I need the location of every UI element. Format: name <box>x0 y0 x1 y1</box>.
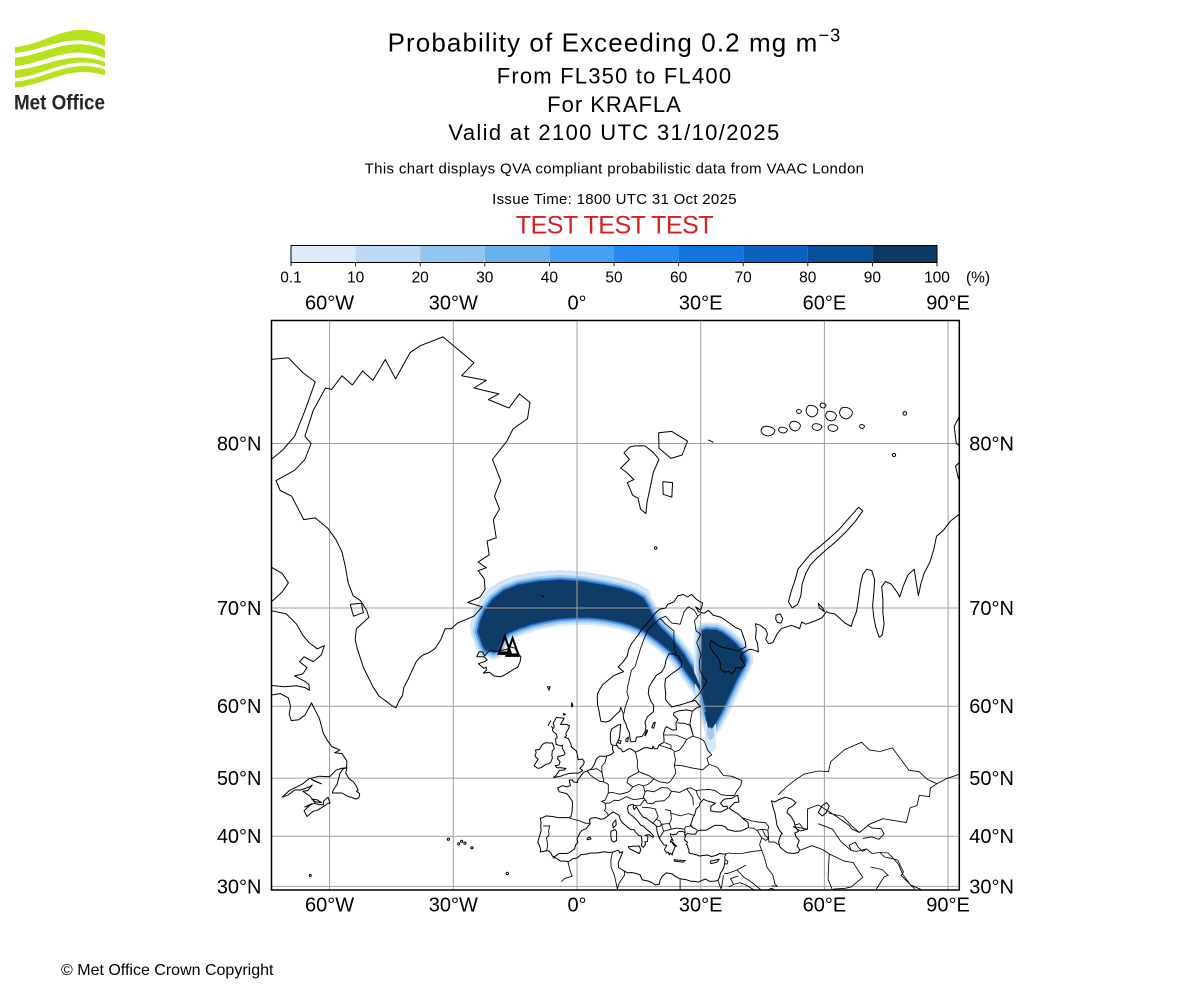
svg-text:Met Office: Met Office <box>14 91 105 115</box>
svg-text:60: 60 <box>670 270 688 287</box>
svg-text:70°N: 70°N <box>217 598 262 620</box>
svg-text:30: 30 <box>476 270 494 287</box>
svg-text:This chart displays QVA compli: This chart displays QVA compliant probab… <box>365 160 865 177</box>
svg-text:30°N: 30°N <box>969 876 1014 898</box>
svg-text:60°E: 60°E <box>803 293 847 315</box>
svg-text:30°E: 30°E <box>679 293 723 315</box>
svg-text:(%): (%) <box>966 270 990 287</box>
svg-text:30°W: 30°W <box>429 293 478 315</box>
svg-text:50°N: 50°N <box>217 768 262 790</box>
svg-text:60°N: 60°N <box>217 696 262 718</box>
svg-text:80°N: 80°N <box>217 434 262 456</box>
svg-text:From FL350 to FL400: From FL350 to FL400 <box>497 63 733 88</box>
svg-text:0.1: 0.1 <box>280 270 302 287</box>
svg-text:90°E: 90°E <box>926 895 970 917</box>
svg-text:30°N: 30°N <box>217 876 262 898</box>
svg-text:© Met Office Crown Copyright: © Met Office Crown Copyright <box>61 962 274 979</box>
svg-text:80: 80 <box>799 270 817 287</box>
svg-text:60°N: 60°N <box>969 696 1014 718</box>
svg-text:0°: 0° <box>567 293 586 315</box>
svg-text:0°: 0° <box>567 895 586 917</box>
svg-text:90: 90 <box>864 270 882 287</box>
svg-text:90°E: 90°E <box>926 293 970 315</box>
svg-text:100: 100 <box>924 270 950 287</box>
svg-text:Valid at 2100 UTC 31/10/2025: Valid at 2100 UTC 31/10/2025 <box>448 120 780 145</box>
svg-text:50°N: 50°N <box>969 768 1014 790</box>
svg-text:20: 20 <box>412 270 430 287</box>
svg-text:30°W: 30°W <box>429 895 478 917</box>
svg-text:50: 50 <box>605 270 623 287</box>
svg-text:40°N: 40°N <box>969 826 1014 848</box>
svg-text:Probability of Exceeding 0.2 m: Probability of Exceeding 0.2 mg m−3 <box>388 26 842 58</box>
svg-text:40: 40 <box>541 270 559 287</box>
svg-text:Issue Time: 1800 UTC 31 Oct 20: Issue Time: 1800 UTC 31 Oct 2025 <box>492 191 737 208</box>
svg-text:For KRAFLA: For KRAFLA <box>547 92 682 117</box>
svg-text:30°E: 30°E <box>679 895 723 917</box>
svg-text:80°N: 80°N <box>969 434 1014 456</box>
svg-text:TEST TEST TEST: TEST TEST TEST <box>516 211 714 239</box>
svg-text:60°W: 60°W <box>305 895 354 917</box>
svg-text:60°E: 60°E <box>803 895 847 917</box>
svg-text:10: 10 <box>347 270 365 287</box>
svg-text:70°N: 70°N <box>969 598 1014 620</box>
svg-text:70: 70 <box>735 270 753 287</box>
svg-text:40°N: 40°N <box>217 826 262 848</box>
svg-text:60°W: 60°W <box>305 293 354 315</box>
